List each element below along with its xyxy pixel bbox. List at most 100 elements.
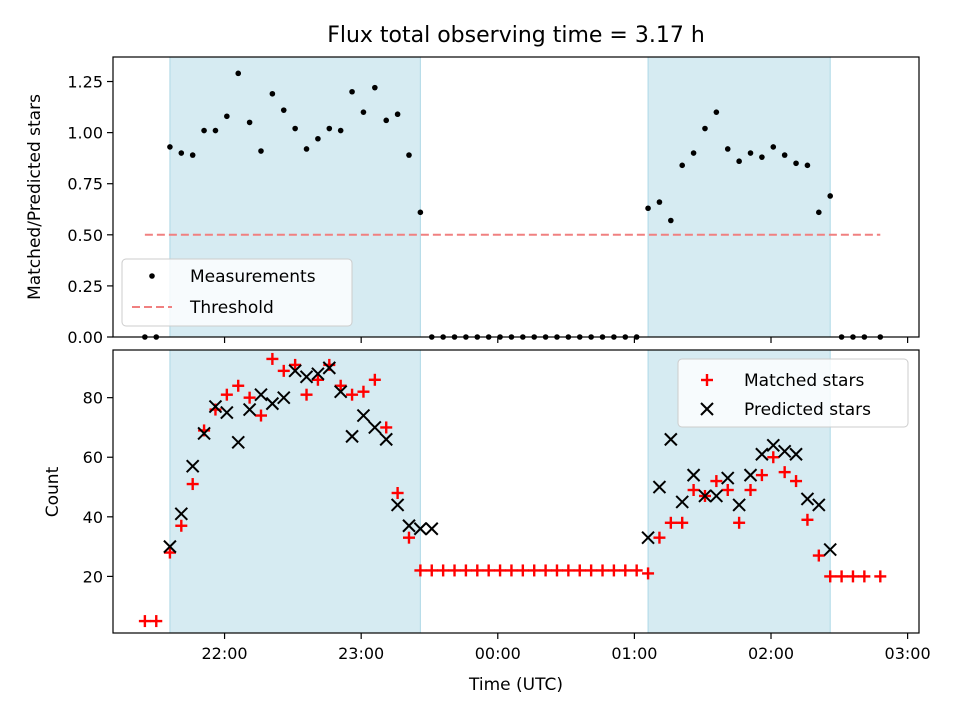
- matched-star-point: [471, 564, 484, 577]
- measurement-point: [656, 199, 663, 205]
- predicted-star-point: [641, 530, 655, 545]
- matched-star-point: [186, 478, 199, 491]
- measurement-point: [770, 144, 777, 150]
- predicted-star-point: [698, 489, 712, 503]
- predicted-star-point: [197, 426, 211, 441]
- matched-star-point: [300, 388, 313, 401]
- matched-star-point: [539, 564, 552, 577]
- matched-star-point: [642, 567, 655, 580]
- legend-matched-label: Matched stars: [744, 371, 864, 391]
- matched-star-point: [528, 564, 541, 577]
- matched-star-point: [767, 451, 780, 464]
- matched-star-point: [874, 570, 887, 583]
- matched-star-point: [494, 564, 507, 577]
- predicted-star-point: [368, 420, 382, 435]
- measurement-point: [724, 146, 731, 152]
- predicted-star-point: [413, 522, 428, 536]
- predicted-star-point: [311, 367, 325, 381]
- measurement-point: [759, 154, 765, 160]
- predicted-star-point: [322, 361, 337, 375]
- predicted-star-point: [379, 432, 393, 447]
- matched-star-point: [391, 486, 404, 499]
- matched-star-point: [721, 484, 734, 497]
- x-tick-label: 22:00: [202, 644, 248, 663]
- matched-star-point: [630, 564, 643, 577]
- top-legend: Measurements Threshold: [121, 258, 353, 327]
- predicted-star-point: [356, 408, 371, 423]
- measurement-point: [406, 152, 412, 158]
- matched-star-point: [243, 391, 256, 404]
- legend-predicted-marker: [700, 402, 714, 416]
- predicted-star-point: [686, 468, 701, 482]
- measurement-point: [258, 148, 264, 154]
- predicted-star-point: [185, 459, 200, 473]
- predicted-star-point: [823, 542, 837, 557]
- predicted-star-point: [208, 399, 223, 414]
- matched-star-point: [733, 516, 746, 529]
- top-y-axis-label: Matched/Predicted stars: [25, 94, 45, 300]
- measurement-point: [235, 70, 242, 77]
- legend-measurements-marker: [149, 273, 155, 279]
- predicted-star-point: [812, 498, 826, 512]
- matched-star-point: [516, 564, 529, 577]
- measurement-point: [303, 146, 310, 152]
- matched-star-point: [448, 564, 461, 577]
- measurement-point: [394, 111, 401, 118]
- measurement-point: [793, 160, 799, 167]
- matched-star-point: [163, 546, 176, 559]
- top-y-tick-label: 1.25: [67, 73, 103, 92]
- bot-y-tick-label: 20: [83, 567, 103, 586]
- matched-star-point: [790, 475, 803, 488]
- matched-star-point: [573, 564, 586, 577]
- legend-matched-marker: [701, 374, 713, 386]
- predicted-star-point: [265, 396, 280, 411]
- bottom-legend: Matched stars Predicted stars: [677, 358, 909, 428]
- measurement-point: [337, 127, 344, 134]
- matched-star-point: [437, 564, 450, 577]
- matched-star-point: [311, 373, 324, 386]
- predicted-star-point: [766, 438, 780, 453]
- predicted-star-point: [675, 495, 689, 509]
- matched-star-point: [414, 564, 427, 577]
- predicted-star-point: [732, 498, 746, 512]
- measurement-point: [167, 144, 173, 150]
- legend-predicted-label: Predicted stars: [744, 400, 871, 420]
- matched-star-point: [150, 615, 163, 628]
- matched-star-point: [858, 570, 871, 583]
- matched-star-point: [619, 564, 632, 577]
- predicted-star-point: [299, 370, 314, 384]
- measurement-point: [372, 84, 378, 91]
- matched-star-point: [254, 409, 267, 422]
- matched-star-point: [459, 564, 472, 577]
- predicted-star-point: [709, 489, 724, 503]
- matched-star-point: [562, 564, 575, 577]
- matched-star-point: [175, 519, 188, 532]
- x-tick-label: 03:00: [885, 644, 931, 663]
- legend-threshold-label: Threshold: [189, 298, 274, 318]
- predicted-star-point: [402, 519, 416, 533]
- x-tick-label: 23:00: [338, 644, 384, 663]
- bot-y-tick-label: 80: [83, 389, 103, 408]
- matched-star-point: [505, 564, 518, 577]
- measurement-point: [292, 125, 298, 132]
- top-legend-box: [121, 258, 353, 327]
- matched-star-point: [425, 564, 438, 577]
- measurement-point: [315, 135, 321, 142]
- legend-measurements-label: Measurements: [190, 267, 316, 287]
- bot-y-tick-label: 40: [83, 508, 103, 527]
- predicted-star-point: [755, 447, 769, 461]
- top-shaded-interval-2: [647, 56, 831, 338]
- matched-star-point: [266, 352, 279, 365]
- predicted-star-point: [425, 522, 439, 536]
- predicted-stars-points: [163, 361, 837, 557]
- measurement-point: [224, 113, 230, 120]
- x-axis-label: Time (UTC): [468, 675, 563, 695]
- predicted-star-point: [242, 402, 257, 417]
- bot-y-tick-label: 60: [83, 448, 103, 467]
- measurement-point: [269, 90, 276, 97]
- matched-star-point: [346, 388, 359, 401]
- matched-star-point: [402, 531, 415, 544]
- predicted-star-point: [220, 405, 234, 420]
- x-tick-label: 00:00: [475, 644, 521, 663]
